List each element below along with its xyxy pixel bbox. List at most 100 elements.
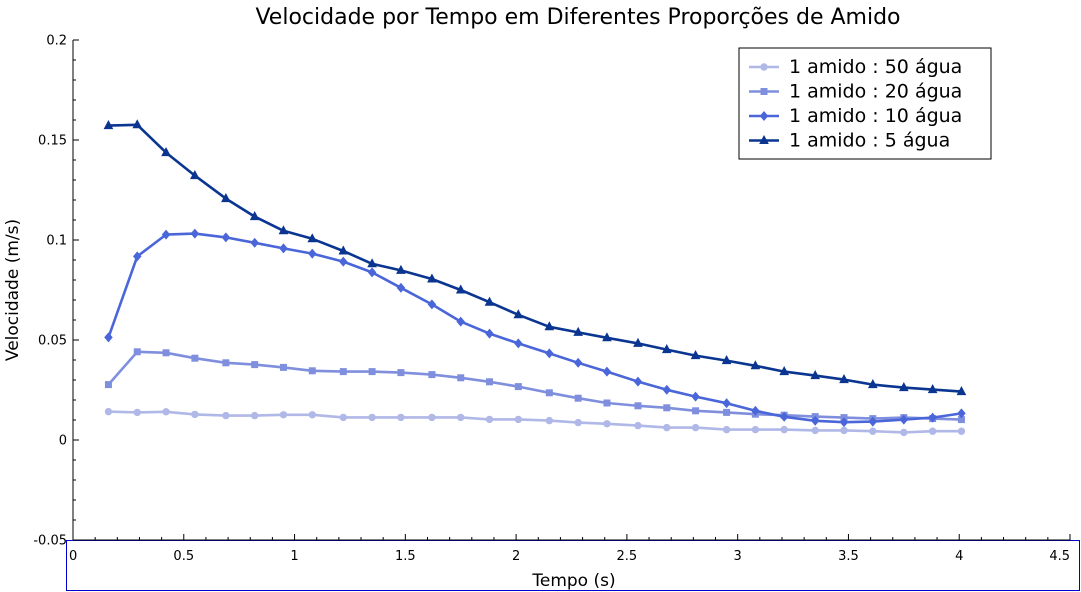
series-line xyxy=(108,123,962,393)
data-point xyxy=(751,405,760,416)
series-line xyxy=(107,232,962,424)
data-point xyxy=(455,284,466,294)
data-point xyxy=(514,415,523,424)
y-minor-ticks xyxy=(73,59,76,521)
series-1 xyxy=(104,407,966,437)
data-point xyxy=(278,225,289,235)
x-tick-label: 3.5 xyxy=(838,549,859,564)
data-point xyxy=(811,426,819,435)
x-tick-label: 2 xyxy=(512,549,520,564)
x-tick-label: 4.5 xyxy=(1049,549,1070,564)
y-tick-label: 0 xyxy=(59,434,67,449)
data-point xyxy=(663,423,671,432)
series-4 xyxy=(103,119,967,396)
legend-label: 1 amido : 20 água xyxy=(789,81,962,103)
data-point xyxy=(486,378,494,386)
data-point xyxy=(663,404,671,412)
data-point xyxy=(221,232,231,243)
data-point xyxy=(722,425,731,434)
data-point xyxy=(839,417,849,428)
legend-label: 1 amido : 50 água xyxy=(789,56,962,78)
data-point xyxy=(544,321,555,331)
data-point xyxy=(899,414,909,425)
data-point xyxy=(457,413,465,422)
data-point xyxy=(308,367,316,375)
data-point xyxy=(928,427,937,435)
data-point xyxy=(760,88,768,95)
data-point xyxy=(103,120,114,130)
legend-label: 1 amido : 10 água xyxy=(789,105,962,127)
data-point xyxy=(222,411,230,420)
data-point xyxy=(759,111,769,121)
data-point xyxy=(662,384,672,395)
data-point xyxy=(132,119,143,129)
data-point xyxy=(133,348,141,356)
data-point xyxy=(133,408,141,417)
legend-entry: 1 amido : 20 água xyxy=(749,81,962,103)
y-tick-label: 0.15 xyxy=(38,134,67,149)
data-point xyxy=(759,134,769,144)
data-point xyxy=(545,416,554,425)
data-point xyxy=(162,349,170,357)
data-point xyxy=(250,237,259,248)
chart-title: Velocidade por Tempo em Diferentes Propo… xyxy=(255,5,900,30)
data-point xyxy=(928,412,937,423)
data-point xyxy=(633,337,643,347)
data-point xyxy=(368,413,376,422)
data-point xyxy=(868,416,878,427)
data-point xyxy=(307,233,318,243)
data-point xyxy=(634,402,642,410)
data-point xyxy=(513,309,524,319)
data-point xyxy=(484,296,495,306)
data-point xyxy=(428,413,436,422)
x-tick-label: 0 xyxy=(69,549,77,564)
y-tick-label: 0.1 xyxy=(46,234,67,249)
data-point xyxy=(760,63,768,71)
data-point xyxy=(514,338,523,349)
data-point xyxy=(456,316,465,327)
data-point xyxy=(661,344,672,354)
data-point xyxy=(397,413,405,422)
data-point xyxy=(573,326,583,336)
data-point xyxy=(339,256,348,267)
series-2 xyxy=(104,348,965,424)
legend-entry: 1 amido : 10 água xyxy=(749,105,962,127)
data-point xyxy=(485,415,494,424)
data-point xyxy=(633,376,643,387)
data-point xyxy=(427,273,437,283)
data-point xyxy=(603,399,611,407)
data-point xyxy=(840,426,848,435)
data-point xyxy=(957,408,966,419)
data-point xyxy=(900,428,908,437)
data-point xyxy=(634,421,642,430)
data-point xyxy=(810,415,820,426)
data-point xyxy=(691,391,700,402)
x-tick-label: 4 xyxy=(955,549,963,564)
series-line xyxy=(108,410,962,434)
data-point xyxy=(574,394,582,402)
data-point xyxy=(396,282,406,293)
x-tick-label: 0.5 xyxy=(173,549,194,564)
series-layer xyxy=(103,119,967,437)
data-point xyxy=(722,398,731,409)
data-point xyxy=(898,382,909,392)
data-point xyxy=(750,360,761,370)
data-point xyxy=(457,374,465,382)
data-point xyxy=(780,425,788,434)
data-point xyxy=(691,423,700,432)
data-point xyxy=(839,374,849,384)
data-point xyxy=(250,411,259,420)
data-point xyxy=(368,368,376,376)
x-minor-ticks xyxy=(94,537,1049,540)
data-point xyxy=(869,427,877,435)
data-point xyxy=(279,411,288,419)
data-point xyxy=(957,427,966,435)
y-axis-label: Velocidade (m/s) xyxy=(3,219,23,361)
x-tick-label: 1.5 xyxy=(395,549,416,564)
data-point xyxy=(545,389,553,397)
data-point xyxy=(367,258,377,268)
data-point xyxy=(308,248,317,259)
data-point xyxy=(721,355,732,365)
y-tick-label: -0.05 xyxy=(33,534,67,549)
